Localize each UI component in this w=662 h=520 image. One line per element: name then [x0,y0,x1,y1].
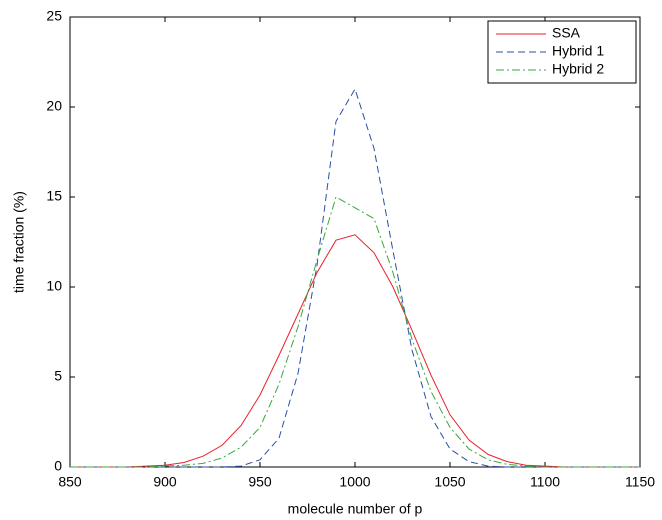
x-tick-label: 1000 [339,474,370,490]
y-tick-label: 25 [46,8,62,24]
x-tick-label: 1050 [434,474,465,490]
series-line [70,196,640,468]
x-axis-label: molecule number of p [288,501,423,517]
y-tick-label: 0 [54,458,62,474]
legend-label: SSA [552,25,581,41]
y-tick-label: 5 [54,368,62,384]
y-axis-label: time fraction (%) [11,191,27,293]
x-tick-label: 950 [248,474,272,490]
x-tick-label: 1100 [530,474,560,490]
legend-label: Hybrid 1 [552,43,604,59]
x-tick-label: 1150 [625,474,655,490]
x-tick-label: 850 [58,474,82,490]
y-tick-label: 15 [46,188,62,204]
legend-label: Hybrid 2 [552,61,604,77]
plot-area [69,16,641,468]
y-tick-label: 10 [46,278,62,294]
series-line [70,87,640,468]
x-tick-label: 900 [153,474,177,490]
series-line [70,234,640,468]
y-tick-label: 20 [46,98,62,114]
